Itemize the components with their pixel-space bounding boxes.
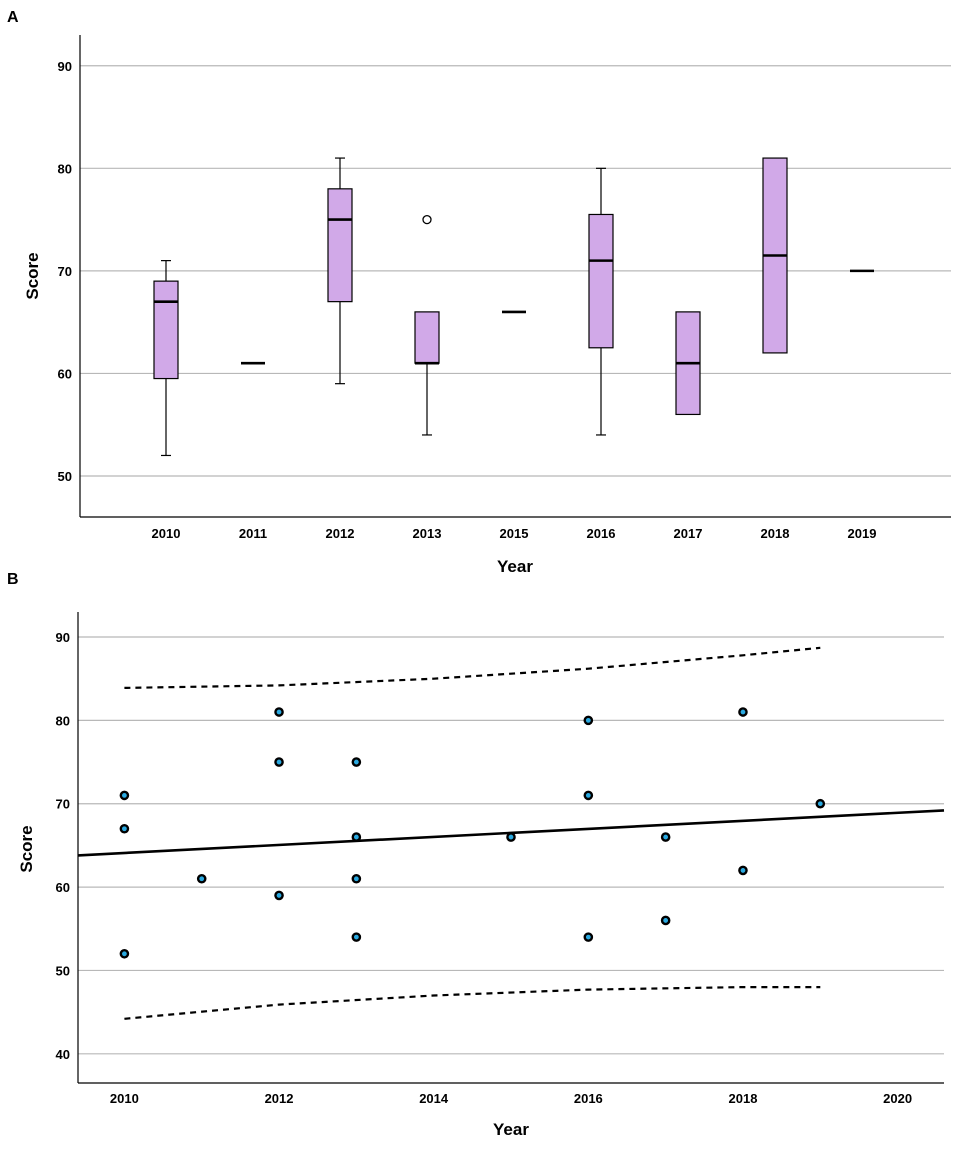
panel-a-x-tick-label: 2011 [239,526,267,541]
panel-a-x-tick-label: 2013 [413,526,442,541]
data-point [815,798,826,809]
panel-b-points [119,707,826,959]
data-point [660,832,671,842]
panel-b-x-tick-label: 2010 [110,1091,139,1106]
panel-b-y-tick-label: 40 [56,1047,70,1062]
data-point [506,832,516,842]
data-point [583,932,594,942]
data-point [119,948,130,959]
data-point [119,823,130,834]
data-point [351,932,362,942]
panel-b-x-tick-label: 2018 [729,1091,758,1106]
data-point [274,890,284,901]
panel-a-y-tick-label: 80 [58,161,72,176]
upper-confidence-band [124,646,821,689]
box-2017 [675,311,701,416]
data-point [351,832,362,842]
panel-a-label: A [7,9,19,26]
panel-b-y-title: Score [17,825,36,872]
panel-a-x-tick-label: 2018 [761,526,790,541]
iqr-box [414,311,440,364]
panel-b-x-title: Year [493,1120,529,1139]
box-2013 [414,214,440,436]
panel-b-y-tick-label: 70 [56,797,70,812]
panel-b-y-tick-label: 50 [56,963,70,978]
iqr-box [153,280,179,380]
panel-a-x-tick-label: 2016 [587,526,616,541]
iqr-box [588,213,614,349]
panel-a-y-tick-label: 70 [58,264,72,279]
panel-a-y-ticks: 50 60 70 80 90 [58,59,72,484]
panel-b-x-tick-label: 2016 [574,1091,603,1106]
panel-b-y-tick-label: 90 [56,630,70,645]
panel-b-x-ticks: 2010 2012 2014 2016 2018 2020 [110,1091,912,1106]
panel-a-gridlines [80,65,951,477]
panel-b-gridlines [78,636,944,1055]
data-point [738,707,748,717]
outlier-marker [422,214,432,225]
panel-a-y-title: Score [23,252,42,299]
box-2012 [327,157,353,385]
data-point [274,757,284,767]
iqr-box [327,188,353,303]
data-point [660,915,671,926]
panel-b-x-tick-label: 2014 [419,1091,449,1106]
panel-a-x-tick-label: 2017 [674,526,703,541]
panel-b-label: B [7,571,19,588]
panel-a-x-tick-label: 2010 [152,526,181,541]
panel-b-y-tick-label: 60 [56,880,70,895]
panel-a-x-tick-label: 2015 [500,526,529,541]
data-point [119,790,130,801]
data-point [583,715,594,726]
panel-a-x-tick-label: 2019 [848,526,877,541]
panel-a-y-tick-label: 50 [58,469,72,484]
panel-a-y-tick-label: 90 [58,59,72,74]
panel-a-x-title: Year [497,557,533,576]
panel-a-boxes [153,157,874,457]
panel-a-y-tick-label: 60 [58,366,72,381]
data-point [196,873,207,884]
lower-confidence-band [124,985,821,1020]
data-point [274,707,284,717]
panel-a-x-ticks: 2010 2011 2012 2013 2015 2016 2017 2018 2019 [152,526,877,541]
box-2010 [153,260,179,457]
panel-a-x-tick-label: 2012 [326,526,355,541]
box-2018 [762,157,788,354]
box-2016 [588,167,614,436]
panel-b-x-tick-label: 2012 [265,1091,294,1106]
panel-b-y-tick-label: 80 [56,713,70,728]
data-point [583,790,594,801]
data-point [351,757,362,767]
data-point [351,873,362,884]
data-point [738,865,748,876]
panel-b-x-tick-label: 2020 [883,1091,912,1106]
panel-b-y-ticks: 40 50 60 70 80 90 [56,630,70,1062]
